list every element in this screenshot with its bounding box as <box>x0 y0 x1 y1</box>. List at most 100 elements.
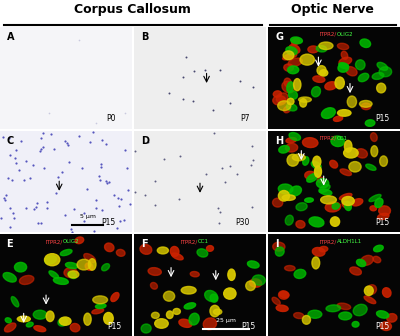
Point <box>166 90 172 95</box>
Ellipse shape <box>96 304 106 308</box>
Ellipse shape <box>340 194 352 200</box>
Ellipse shape <box>360 255 374 265</box>
Ellipse shape <box>68 271 76 279</box>
Point <box>177 154 183 159</box>
Ellipse shape <box>49 271 58 278</box>
Point <box>51 146 57 152</box>
Ellipse shape <box>288 91 298 99</box>
Point <box>93 197 99 202</box>
Ellipse shape <box>378 213 389 219</box>
Point <box>79 165 85 171</box>
Ellipse shape <box>282 81 295 93</box>
Ellipse shape <box>356 259 366 266</box>
Ellipse shape <box>93 296 108 304</box>
Ellipse shape <box>64 267 77 278</box>
Ellipse shape <box>85 263 93 270</box>
Ellipse shape <box>284 78 291 87</box>
Ellipse shape <box>364 296 376 304</box>
Ellipse shape <box>66 262 78 268</box>
Point <box>59 169 65 175</box>
Point <box>37 148 43 153</box>
Point <box>91 228 97 233</box>
Point <box>250 157 256 163</box>
Ellipse shape <box>367 285 376 294</box>
Ellipse shape <box>283 53 297 60</box>
Point <box>222 179 228 185</box>
Ellipse shape <box>111 293 119 302</box>
Point <box>3 193 9 198</box>
Ellipse shape <box>45 256 56 264</box>
Point <box>202 68 208 73</box>
Ellipse shape <box>283 51 294 60</box>
Text: F: F <box>141 240 148 249</box>
Point <box>116 203 123 209</box>
Ellipse shape <box>20 276 34 285</box>
Ellipse shape <box>334 116 343 121</box>
Ellipse shape <box>246 281 255 291</box>
Ellipse shape <box>248 261 259 268</box>
Ellipse shape <box>322 108 335 119</box>
Ellipse shape <box>279 145 289 153</box>
Point <box>81 211 87 216</box>
Point <box>124 187 131 193</box>
Ellipse shape <box>320 189 332 195</box>
Ellipse shape <box>4 323 16 332</box>
Ellipse shape <box>370 206 376 211</box>
Point <box>110 192 117 198</box>
Ellipse shape <box>77 259 91 270</box>
Point <box>55 175 61 180</box>
Ellipse shape <box>5 318 11 323</box>
Point <box>40 165 47 171</box>
Ellipse shape <box>152 312 159 319</box>
Point <box>84 186 90 192</box>
Ellipse shape <box>141 324 151 333</box>
Ellipse shape <box>286 47 297 55</box>
Point <box>80 218 87 223</box>
Ellipse shape <box>228 269 235 281</box>
Text: B: B <box>141 32 148 42</box>
Text: OLIG2: OLIG2 <box>63 240 80 244</box>
Point <box>180 96 186 102</box>
Text: P15: P15 <box>241 322 255 331</box>
Point <box>6 152 13 158</box>
Ellipse shape <box>316 45 327 52</box>
Ellipse shape <box>377 83 386 93</box>
Point <box>5 135 12 140</box>
Point <box>118 197 124 202</box>
Point <box>98 137 105 142</box>
Text: P30: P30 <box>236 218 250 227</box>
Point <box>132 149 138 154</box>
Text: P15: P15 <box>102 218 116 227</box>
Ellipse shape <box>380 322 392 331</box>
Ellipse shape <box>288 66 299 74</box>
Point <box>142 192 148 198</box>
Point <box>31 206 37 212</box>
Point <box>191 69 197 74</box>
Ellipse shape <box>282 195 295 200</box>
Ellipse shape <box>332 203 339 209</box>
Ellipse shape <box>26 322 33 327</box>
Ellipse shape <box>314 166 322 177</box>
Ellipse shape <box>44 254 60 266</box>
Ellipse shape <box>203 318 216 330</box>
Point <box>53 190 60 196</box>
Point <box>234 172 240 177</box>
Ellipse shape <box>285 215 293 225</box>
Ellipse shape <box>210 294 218 302</box>
Point <box>214 206 221 211</box>
Point <box>62 138 68 144</box>
Ellipse shape <box>339 57 352 66</box>
Ellipse shape <box>312 247 325 256</box>
Point <box>76 38 82 43</box>
Ellipse shape <box>331 136 344 146</box>
Ellipse shape <box>376 311 389 318</box>
Point <box>102 178 109 184</box>
Point <box>122 148 128 153</box>
Text: CC1: CC1 <box>337 136 348 141</box>
Ellipse shape <box>17 316 30 322</box>
Ellipse shape <box>272 198 283 207</box>
Ellipse shape <box>292 38 300 45</box>
Point <box>1 195 7 200</box>
Text: E: E <box>6 240 13 249</box>
Point <box>144 139 151 144</box>
